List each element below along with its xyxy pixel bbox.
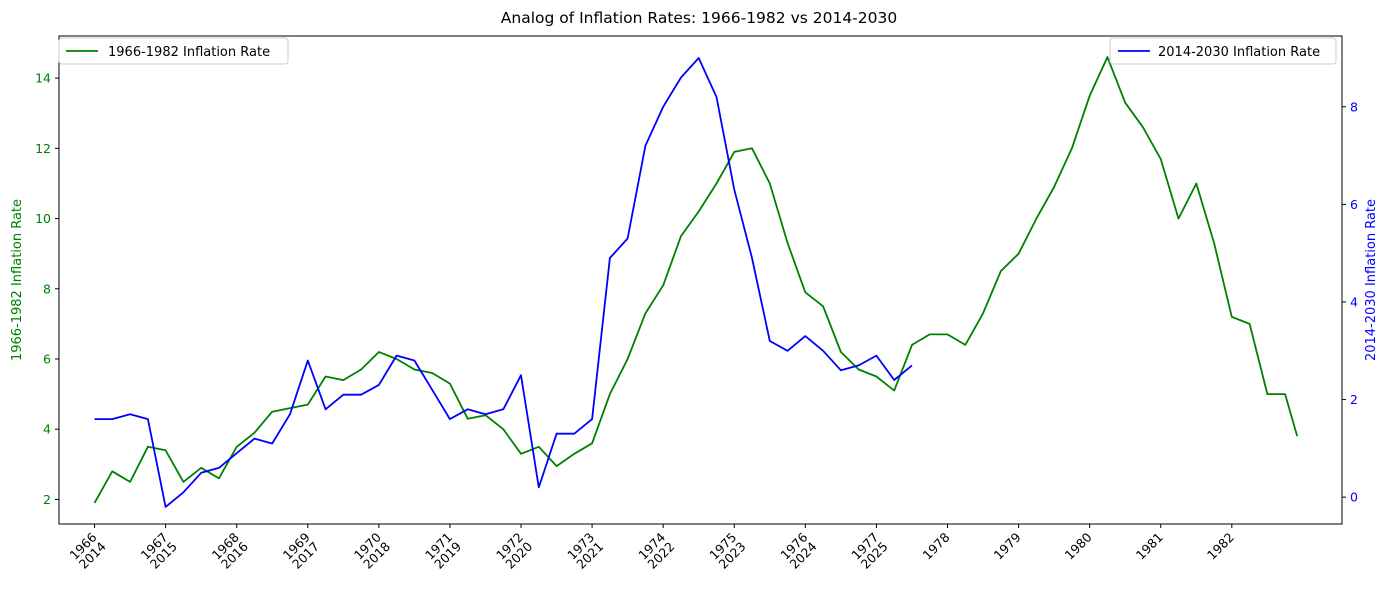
- x-tick-label: 19762024: [777, 529, 819, 571]
- x-tick-label: 19662014: [67, 529, 109, 571]
- x-tick-label-line: 1980: [1062, 529, 1095, 562]
- x-tick-label: 1978: [920, 529, 953, 562]
- x-tick-label: 1982: [1204, 530, 1237, 563]
- x-tick-label: 19712019: [422, 529, 464, 571]
- x-axis: 19662014 19672015 19682016 19692017 19702018…: [67, 524, 1237, 572]
- right-y-axis-label: 2014-2030 Inflation Rate: [1364, 199, 1379, 361]
- left-y-tick-label: 4: [43, 422, 51, 437]
- right-y-tick-label: 2: [1350, 392, 1358, 407]
- x-tick-label-line: 1978: [920, 529, 953, 562]
- x-tick-label: 1981: [1133, 530, 1166, 563]
- x-tick-label: 1980: [1062, 529, 1095, 562]
- right-y-tick-label: 4: [1350, 294, 1358, 309]
- chart-title: Analog of Inflation Rates: 1966-1982 vs …: [501, 9, 897, 27]
- series-layer: [93, 56, 1299, 508]
- x-tick-label: 19752023: [706, 530, 748, 572]
- legend-left: 1966-1982 Inflation Rate: [58, 37, 289, 65]
- x-tick-label: 19772025: [848, 530, 890, 572]
- series-line-2: [94, 57, 913, 508]
- axes-frame: [58, 35, 1343, 525]
- left-y-axis: 2 4 6 8 10 12 14: [35, 71, 59, 507]
- legend-right-label: 2014-2030 Inflation Rate: [1158, 45, 1320, 60]
- left-y-tick-label: 6: [43, 351, 51, 366]
- legend-right: 2014-2030 Inflation Rate: [1109, 37, 1337, 65]
- x-tick-label: 19672015: [138, 530, 180, 572]
- left-y-tick-label: 8: [43, 281, 51, 296]
- left-y-tick-label: 2: [43, 492, 51, 507]
- x-tick-label: 19732021: [564, 530, 606, 572]
- x-tick-label-line: 1979: [991, 529, 1024, 562]
- right-y-tick-label: 0: [1350, 490, 1358, 505]
- left-y-axis-label: 1966-1982 Inflation Rate: [10, 199, 25, 361]
- x-tick-label: 1979: [991, 529, 1024, 562]
- series-line-1: [93, 56, 1299, 504]
- plot-frame: [58, 35, 1343, 525]
- right-y-tick-label: 8: [1350, 99, 1358, 114]
- left-y-tick-label: 12: [35, 141, 51, 156]
- x-tick-label: 19692017: [280, 529, 322, 571]
- x-tick-label-line: 1982: [1204, 530, 1237, 563]
- x-tick-label: 19682016: [209, 529, 251, 571]
- right-y-axis: 0 2 4 6 8: [1342, 99, 1358, 505]
- x-tick-label-line: 1981: [1133, 530, 1166, 563]
- legend-left-label: 1966-1982 Inflation Rate: [108, 45, 270, 60]
- left-y-tick-label: 10: [35, 211, 51, 226]
- x-tick-label: 19702018: [351, 529, 393, 571]
- x-tick-label: 19742022: [635, 529, 677, 571]
- x-tick-label: 19722020: [493, 529, 535, 571]
- right-y-tick-label: 6: [1350, 197, 1358, 212]
- left-y-tick-label: 14: [35, 71, 51, 86]
